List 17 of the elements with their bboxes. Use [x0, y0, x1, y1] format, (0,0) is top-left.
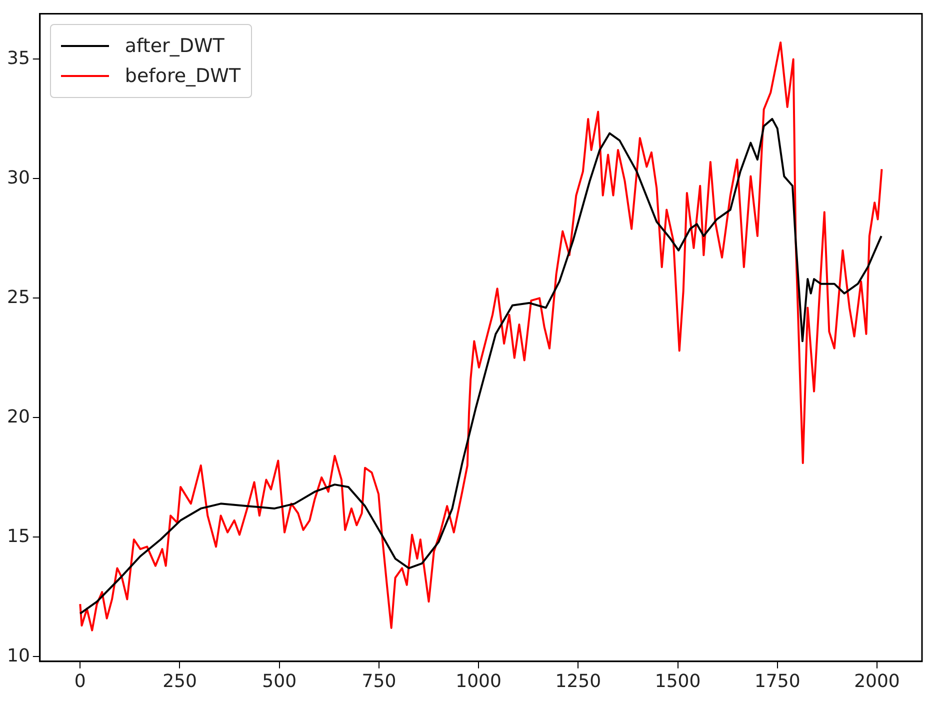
legend-label: after_DWT: [124, 34, 224, 57]
x-tick-label: 250: [162, 670, 197, 692]
y-tick-label: 25: [7, 286, 30, 308]
x-tick-label: 500: [262, 670, 297, 692]
x-tick-label: 1500: [654, 670, 701, 692]
x-tick-label: 1750: [754, 670, 800, 692]
y-tick-label: 15: [7, 526, 30, 547]
y-tick-label: 20: [7, 406, 30, 428]
y-tick-label: 10: [7, 645, 30, 666]
legend-label: before_DWT: [124, 64, 241, 87]
x-tick-label: 2000: [854, 670, 900, 692]
x-tick-label: 1250: [555, 670, 602, 692]
x-tick-label: 1000: [456, 670, 502, 692]
y-tick-label: 35: [7, 48, 30, 69]
x-tick-label: 0: [74, 670, 86, 692]
x-tick-label: 750: [362, 670, 396, 692]
y-tick-label: 30: [7, 167, 30, 188]
